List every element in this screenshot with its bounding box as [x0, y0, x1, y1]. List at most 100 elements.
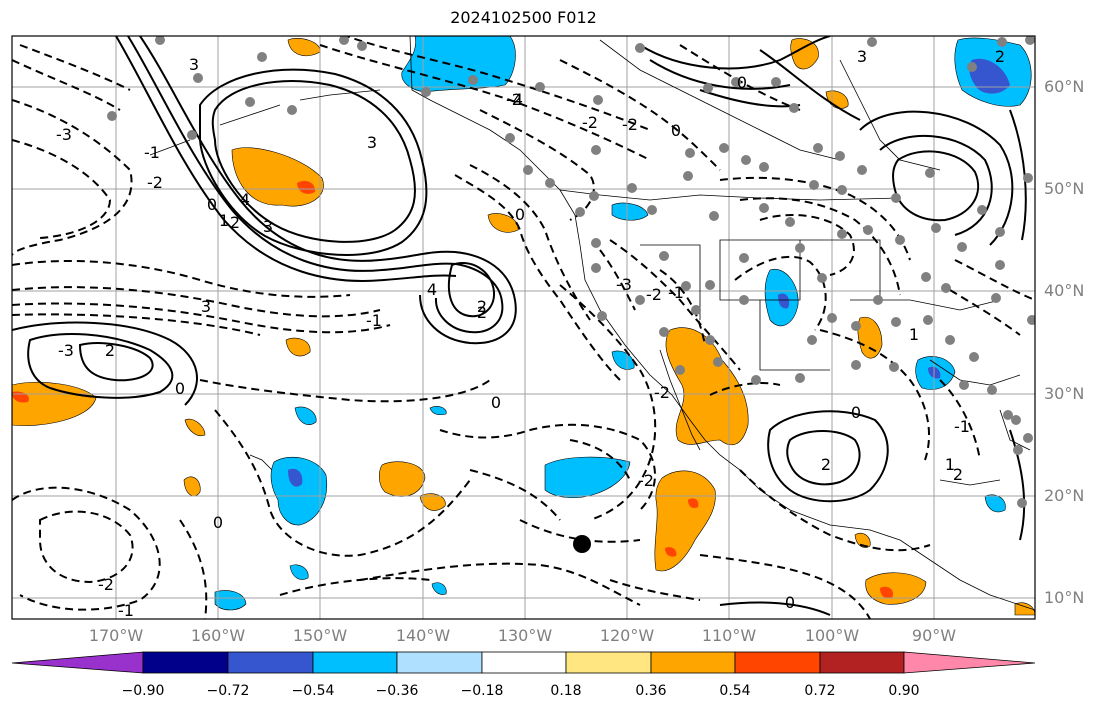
map-title: 2024102500 F012: [450, 8, 597, 27]
colorbar-tick-label: 0.90: [888, 683, 920, 699]
colorbar-tick-label: 0.54: [719, 683, 751, 699]
contour-label: 1: [945, 455, 955, 474]
colorbar-high-extend: [903, 651, 1036, 674]
contour-label: 0: [671, 121, 681, 140]
fill-red: [297, 180, 316, 194]
contour-label: 2: [230, 213, 240, 232]
contour-label: 3: [857, 47, 867, 66]
fill-blue: [611, 350, 635, 370]
colorbar-segment: [142, 651, 229, 674]
fill-orange: [183, 476, 201, 497]
contour-label: 0: [515, 205, 525, 224]
colorbar-segment: [819, 651, 905, 674]
colorbar-segment: [650, 651, 736, 674]
contour-label: 2: [995, 47, 1005, 66]
map-frame: [11, 35, 1036, 620]
storm-center-marker: [573, 535, 591, 553]
fill-orange: [790, 38, 819, 70]
colorbar-low-extend: [11, 651, 144, 674]
lon-label-100w: 100°W: [804, 626, 860, 645]
colorbar-tick-label: 0.72: [804, 683, 836, 699]
lon-label-90w: 90°W: [911, 626, 957, 645]
contour-label: -1: [366, 311, 382, 330]
fill-orange: [419, 493, 446, 511]
contour-label: 4: [513, 90, 523, 109]
colorbar-segment: [227, 651, 314, 674]
contour-label: 0: [213, 513, 223, 532]
fill-orange: [865, 572, 927, 605]
colorbar-tick-label: −0.36: [375, 683, 419, 699]
colorbar-segment: [396, 651, 483, 674]
lon-label-110w: 110°W: [701, 626, 757, 645]
fill-blue: [214, 590, 247, 611]
fill-blue: [431, 582, 447, 595]
contour-label: 1: [219, 211, 229, 230]
fill-darkblue: [288, 468, 303, 487]
contour-label: 1: [909, 325, 919, 344]
fill-orange: [184, 418, 206, 437]
colorbar-segment: [312, 651, 398, 674]
lon-label-130w: 130°W: [497, 626, 553, 645]
contour-label: -2: [646, 285, 662, 304]
dashed-contours: [12, 36, 1035, 619]
contour-label: -1: [668, 283, 684, 302]
contour-label: 0: [785, 593, 795, 612]
contour-label: 0: [207, 195, 217, 214]
contour-label: 4: [240, 190, 250, 209]
contour-label: 4: [427, 280, 437, 299]
colorbar-tick-label: −0.18: [460, 683, 504, 699]
contour-label: -1: [144, 143, 160, 162]
lon-label-170w: 170°W: [88, 626, 144, 645]
fill-orange: [231, 147, 324, 207]
colorbar-tick-label: 0.36: [635, 683, 667, 699]
lat-label-60n: 60°N: [1044, 77, 1085, 96]
contour-label: 3: [263, 217, 273, 236]
lat-label-30n: 30°N: [1044, 384, 1085, 403]
contour-label: -1: [954, 417, 970, 436]
contour-label: 0: [491, 393, 501, 412]
fill-orange: [379, 461, 426, 497]
lon-label-120w: 120°W: [599, 626, 655, 645]
contour-label: -1: [118, 601, 134, 620]
contour-label: 2: [477, 303, 487, 322]
contour-label: 3: [367, 133, 377, 152]
lon-label-150w: 150°W: [292, 626, 348, 645]
fill-red: [880, 586, 894, 599]
contour-label: 2: [477, 297, 487, 316]
colorbar: [11, 651, 1036, 674]
colorbar-segment: [734, 651, 821, 674]
fill-orange: [285, 337, 311, 357]
colorbar-segment: [565, 651, 652, 674]
contour-label: -2: [506, 90, 522, 109]
fill-orange: [12, 381, 97, 426]
station-markers: [107, 36, 1035, 508]
contour-label: 2: [821, 455, 831, 474]
fill-blue: [270, 456, 328, 526]
anomaly-fills: [12, 36, 1035, 616]
lat-label-10n: 10°N: [1044, 588, 1085, 607]
contour-label: 3: [201, 297, 211, 316]
contour-label: 2: [953, 465, 963, 484]
fill-orange: [487, 213, 519, 233]
colorbar-tick-label: −0.90: [121, 683, 165, 699]
fill-darkblue: [969, 58, 1010, 94]
colorbar-tick-label: 0.18: [550, 683, 582, 699]
graticule: [12, 36, 1035, 619]
fill-darkblue: [778, 293, 790, 309]
lat-label-50n: 50°N: [1044, 179, 1085, 198]
contour-label: 2: [105, 341, 115, 360]
fill-orange: [854, 532, 871, 548]
contour-label: 0: [851, 403, 861, 422]
colorbar-tick-label: −0.72: [206, 683, 250, 699]
solid-contours: [12, 36, 1027, 616]
fill-blue: [984, 494, 1006, 513]
contour-label: -2: [654, 383, 670, 402]
fill-red: [688, 498, 699, 509]
colorbar-segment: [481, 651, 567, 674]
fill-red: [665, 547, 677, 557]
fill-blue: [429, 406, 447, 416]
contour-label: -2: [98, 575, 114, 594]
lat-label-40n: 40°N: [1044, 281, 1085, 300]
contour-label: -2: [582, 113, 598, 132]
